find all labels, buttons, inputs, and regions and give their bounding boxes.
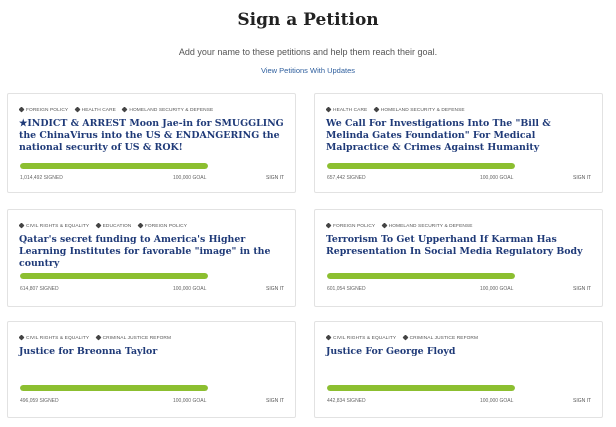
tag-icon — [19, 335, 25, 341]
goal-count: 100,000 GOAL — [173, 286, 207, 292]
tag[interactable]: EDUCATION — [95, 223, 132, 229]
tag-icon — [402, 335, 409, 341]
tag[interactable]: HEALTH CARE — [74, 107, 116, 113]
tag-icon — [373, 107, 380, 113]
petition-title-link[interactable]: ★INDICT & ARREST Moon Jae-in for SMUGGLI… — [19, 118, 284, 153]
tag[interactable]: HOMELAND SECURITY & DEFENSE — [121, 107, 213, 113]
progress-fill — [20, 385, 208, 391]
view-petitions-with-updates-link[interactable]: View Petitions With Updates — [260, 66, 356, 75]
tag-icon — [137, 223, 144, 229]
petition-card: HEALTH CARE HOMELAND SECURITY & DEFENSE … — [314, 93, 603, 193]
tag[interactable]: HOMELAND SECURITY & DEFENSE — [373, 107, 465, 113]
tag-icon — [326, 107, 332, 113]
tag[interactable]: CIVIL RIGHTS & EQUALITY — [19, 335, 89, 341]
progress-bar — [20, 273, 208, 279]
tag-icon — [19, 223, 25, 229]
tag-icon — [19, 107, 25, 113]
petition-tags: HEALTH CARE HOMELAND SECURITY & DEFENSE — [326, 107, 596, 113]
progress-bar — [20, 163, 208, 169]
tag-icon — [74, 107, 81, 113]
tag[interactable]: HOMELAND SECURITY & DEFENSE — [381, 223, 473, 229]
petition-card: CIVIL RIGHTS & EQUALITY EDUCATION FOREIG… — [7, 209, 296, 307]
tag[interactable]: HEALTH CARE — [326, 107, 367, 113]
sign-it-link[interactable]: SIGN IT — [573, 286, 592, 292]
progress-bar — [327, 385, 515, 391]
progress-bar — [327, 273, 515, 279]
sign-it-link[interactable]: SIGN IT — [573, 398, 592, 404]
petition-title-link[interactable]: Justice For George Floyd — [326, 346, 456, 357]
signed-count: 1,014,492 SIGNED — [20, 175, 63, 181]
tag[interactable]: FOREIGN POLICY — [19, 107, 68, 113]
petition-title-link[interactable]: We Call For Investigations Into The "Bil… — [326, 118, 551, 153]
sign-it-link[interactable]: SIGN IT — [266, 175, 285, 181]
tag-icon — [95, 223, 102, 229]
progress-fill — [327, 163, 515, 169]
petition-card: FOREIGN POLICY HOMELAND SECURITY & DEFEN… — [314, 209, 603, 307]
sign-it-link[interactable]: SIGN IT — [266, 286, 285, 292]
petition-card: FOREIGN POLICY HEALTH CARE HOMELAND SECU… — [7, 93, 296, 193]
tag-icon — [326, 223, 332, 229]
page-title: Sign a Petition — [237, 10, 379, 30]
goal-count: 100,000 GOAL — [480, 175, 514, 181]
petition-tags: CIVIL RIGHTS & EQUALITY CRIMINAL JUSTICE… — [19, 335, 289, 341]
tag[interactable]: CRIMINAL JUSTICE REFORM — [95, 335, 171, 341]
signed-count: 442,834 SIGNED — [327, 398, 366, 404]
petition-title-link[interactable]: Qatar's secret funding to America's High… — [19, 234, 271, 269]
petition-card: CIVIL RIGHTS & EQUALITY CRIMINAL JUSTICE… — [314, 321, 603, 418]
progress-bar — [327, 163, 515, 169]
tag[interactable]: CIVIL RIGHTS & EQUALITY — [326, 335, 396, 341]
petition-title-link[interactable]: Justice for Breonna Taylor — [19, 346, 158, 357]
progress-fill — [327, 273, 515, 279]
signed-count: 657,442 SIGNED — [327, 175, 366, 181]
goal-count: 100,000 GOAL — [480, 398, 514, 404]
tag[interactable]: CRIMINAL JUSTICE REFORM — [402, 335, 478, 341]
goal-count: 100,000 GOAL — [480, 286, 514, 292]
petition-tags: CIVIL RIGHTS & EQUALITY EDUCATION FOREIG… — [19, 223, 289, 229]
goal-count: 100,000 GOAL — [173, 398, 207, 404]
progress-fill — [327, 385, 515, 391]
page-subtitle: Add your name to these petitions and hel… — [178, 47, 438, 57]
progress-fill — [20, 273, 208, 279]
tag-icon — [381, 223, 388, 229]
tag[interactable]: FOREIGN POLICY — [137, 223, 187, 229]
goal-count: 100,000 GOAL — [173, 175, 207, 181]
sign-it-link[interactable]: SIGN IT — [573, 175, 592, 181]
tag[interactable]: FOREIGN POLICY — [326, 223, 375, 229]
progress-bar — [20, 385, 208, 391]
petition-tags: CIVIL RIGHTS & EQUALITY CRIMINAL JUSTICE… — [326, 335, 596, 341]
tag-icon — [121, 107, 128, 113]
progress-fill — [20, 163, 208, 169]
petition-tags: FOREIGN POLICY HOMELAND SECURITY & DEFEN… — [326, 223, 596, 229]
petition-card: CIVIL RIGHTS & EQUALITY CRIMINAL JUSTICE… — [7, 321, 296, 418]
tag[interactable]: CIVIL RIGHTS & EQUALITY — [19, 223, 89, 229]
signed-count: 601,054 SIGNED — [327, 286, 366, 292]
signed-count: 614,807 SIGNED — [20, 286, 59, 292]
sign-it-link[interactable]: SIGN IT — [266, 398, 285, 404]
petition-title-link[interactable]: Terrorism To Get Upperhand If Karman Has… — [326, 234, 583, 257]
signed-count: 496,059 SIGNED — [20, 398, 59, 404]
tag-icon — [326, 335, 332, 341]
tag-icon — [95, 335, 102, 341]
petition-tags: FOREIGN POLICY HEALTH CARE HOMELAND SECU… — [19, 107, 289, 113]
